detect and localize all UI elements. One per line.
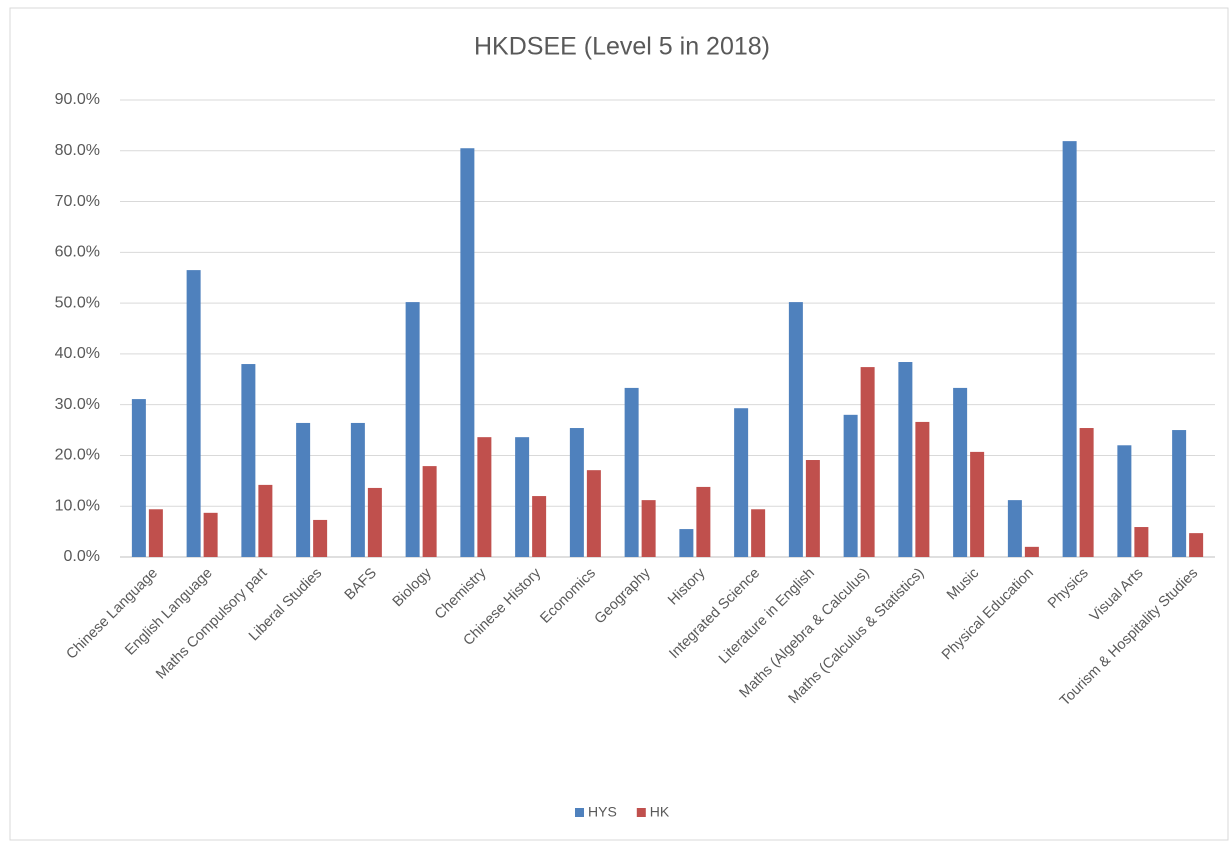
y-tick-label: 60.0% — [55, 244, 100, 261]
bar — [241, 364, 256, 557]
bar — [734, 408, 749, 557]
legend-label: HK — [650, 804, 670, 820]
bar — [1172, 430, 1187, 557]
bar — [915, 421, 930, 557]
bar — [805, 460, 820, 557]
bar — [624, 387, 639, 557]
bar — [751, 509, 766, 557]
y-tick-label: 10.0% — [55, 497, 100, 514]
y-tick-label: 0.0% — [64, 548, 100, 565]
y-tick-label: 40.0% — [55, 345, 100, 362]
bar — [258, 484, 273, 557]
bar — [860, 367, 875, 557]
bar — [1134, 527, 1149, 557]
y-tick-label: 90.0% — [55, 91, 100, 108]
bar — [788, 302, 803, 557]
bar — [679, 529, 694, 557]
bar — [313, 519, 328, 557]
bar — [460, 148, 475, 557]
bar — [532, 496, 547, 557]
bar — [186, 270, 201, 557]
bar — [898, 362, 913, 557]
chart-border — [9, 7, 1229, 841]
legend-swatch — [636, 808, 646, 817]
bar — [131, 399, 146, 557]
bar — [296, 422, 311, 557]
bar — [641, 500, 656, 557]
y-tick-label: 70.0% — [55, 193, 100, 210]
bar — [586, 470, 601, 557]
bar — [1189, 533, 1204, 557]
bar — [696, 486, 711, 557]
bar — [422, 466, 437, 557]
bar — [1062, 141, 1077, 557]
y-tick-label: 30.0% — [55, 396, 100, 413]
legend-swatch — [575, 808, 584, 817]
legend-label: HYS — [588, 804, 617, 820]
bar — [1024, 546, 1039, 557]
bar — [1007, 500, 1022, 557]
bar — [843, 414, 858, 557]
bar — [970, 451, 985, 557]
bar — [515, 437, 530, 557]
bar — [367, 487, 382, 557]
bar — [953, 387, 968, 557]
bar — [148, 509, 163, 557]
bar — [1117, 445, 1132, 557]
bar — [203, 512, 218, 557]
y-tick-label: 20.0% — [55, 447, 100, 464]
y-tick-label: 50.0% — [55, 294, 100, 311]
bar — [477, 437, 492, 557]
bar — [1079, 428, 1094, 557]
y-tick-label: 80.0% — [55, 142, 100, 159]
bar — [405, 302, 420, 557]
chart-title: HKDSEE (Level 5 in 2018) — [474, 33, 770, 61]
bar — [350, 422, 365, 557]
bar — [569, 428, 584, 557]
